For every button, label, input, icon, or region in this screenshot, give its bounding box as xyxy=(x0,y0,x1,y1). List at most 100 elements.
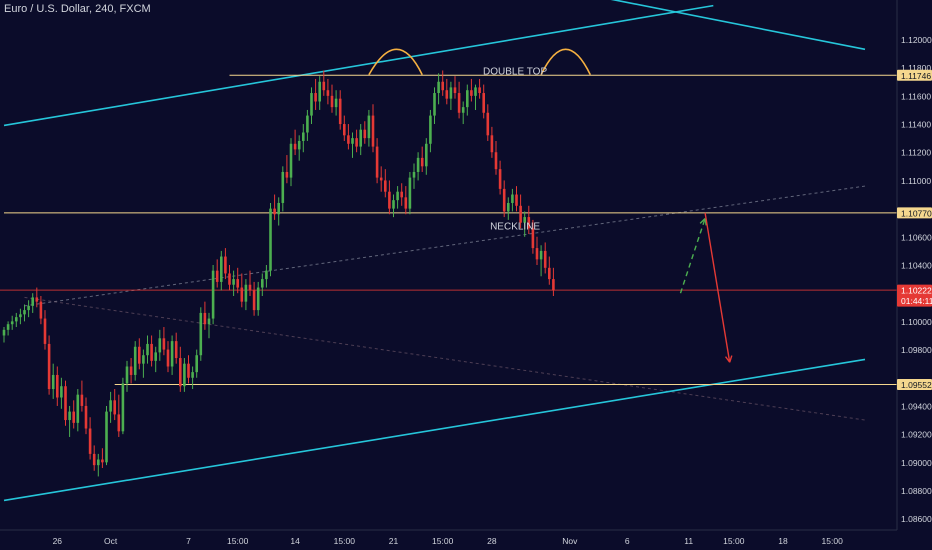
candle-body xyxy=(256,287,260,311)
candle-body xyxy=(404,197,408,209)
candle-body xyxy=(388,191,391,209)
x-tick-label: 7 xyxy=(186,536,191,546)
candle xyxy=(486,104,490,141)
candle-body xyxy=(371,115,375,147)
candle-body xyxy=(478,87,481,94)
candle-body xyxy=(6,324,10,330)
candle-body xyxy=(187,363,190,378)
candle-body xyxy=(543,250,547,268)
candle-body xyxy=(334,98,338,108)
candle-body xyxy=(306,115,309,133)
candle xyxy=(261,273,264,297)
candle xyxy=(252,281,256,316)
candle xyxy=(535,236,539,265)
candle-body xyxy=(80,394,84,406)
candle xyxy=(527,205,531,234)
candle xyxy=(10,315,14,330)
candle-body xyxy=(97,459,100,466)
candle xyxy=(519,194,522,229)
candle-body xyxy=(84,405,88,429)
candle-body xyxy=(416,157,420,172)
y-tick-label: 1.10000 xyxy=(901,317,932,327)
x-tick-label: 18 xyxy=(778,536,788,546)
y-tick-label: 1.10400 xyxy=(901,261,932,271)
candle xyxy=(113,389,116,421)
candle-body xyxy=(310,93,313,116)
candle xyxy=(408,171,412,215)
candle-body xyxy=(482,93,485,113)
candle-body xyxy=(27,305,30,311)
candle xyxy=(293,129,297,156)
candle-body xyxy=(531,228,535,249)
candle xyxy=(142,349,145,378)
candle xyxy=(244,279,248,311)
candle xyxy=(388,180,391,215)
candle xyxy=(396,186,399,209)
candle-body xyxy=(142,355,145,364)
candle-body xyxy=(466,90,469,108)
candle-body xyxy=(179,358,182,387)
candle-body xyxy=(433,93,436,116)
candle xyxy=(416,152,420,181)
candle xyxy=(318,76,321,110)
candle xyxy=(429,109,432,153)
candle xyxy=(101,448,104,468)
candle xyxy=(433,87,436,125)
candle-body xyxy=(121,383,125,432)
candle xyxy=(146,335,149,364)
y-axis-background xyxy=(897,0,932,550)
candle xyxy=(109,391,112,423)
candle xyxy=(523,211,526,237)
candle xyxy=(15,312,18,328)
candle xyxy=(478,78,481,99)
candle xyxy=(23,304,26,322)
candle xyxy=(2,327,6,343)
candle xyxy=(211,265,215,325)
candle-body xyxy=(68,411,71,421)
symbol-title[interactable]: Euro / U.S. Dollar, 240, FXCM xyxy=(4,3,151,15)
candle-body xyxy=(76,394,80,423)
candle xyxy=(351,132,354,158)
candle-body xyxy=(39,301,43,319)
x-tick-label: 14 xyxy=(290,536,300,546)
candle xyxy=(441,70,444,96)
candle-body xyxy=(133,346,137,375)
candle xyxy=(470,78,473,102)
candle-body xyxy=(384,180,387,192)
candle xyxy=(289,138,293,187)
candle-body xyxy=(31,297,34,306)
candle-body xyxy=(244,284,248,302)
candle-body xyxy=(191,372,194,378)
candle xyxy=(449,81,453,110)
candle xyxy=(129,358,133,384)
candle-body xyxy=(158,338,162,353)
candle-body xyxy=(420,157,424,167)
candle-body xyxy=(252,290,256,311)
candle-body xyxy=(494,152,498,170)
candle-body xyxy=(539,250,543,260)
candle xyxy=(35,287,39,308)
candle xyxy=(6,321,10,336)
candle xyxy=(322,70,326,96)
candle xyxy=(375,138,379,184)
candle xyxy=(72,400,75,429)
candle xyxy=(39,296,43,325)
candle-body xyxy=(437,81,440,94)
annotation-label: NECKLINE xyxy=(490,222,540,233)
candle xyxy=(80,380,84,412)
candle-body xyxy=(215,270,219,282)
candle xyxy=(150,335,153,367)
candle-body xyxy=(105,411,108,463)
candle xyxy=(19,308,22,325)
candle xyxy=(281,166,285,212)
double-top-arc-0 xyxy=(368,48,423,76)
candle-body xyxy=(35,297,39,302)
candle-body xyxy=(453,87,457,94)
candle-body xyxy=(174,341,178,359)
candle-body xyxy=(507,202,510,212)
candle xyxy=(203,301,207,330)
candle-body xyxy=(166,349,170,367)
